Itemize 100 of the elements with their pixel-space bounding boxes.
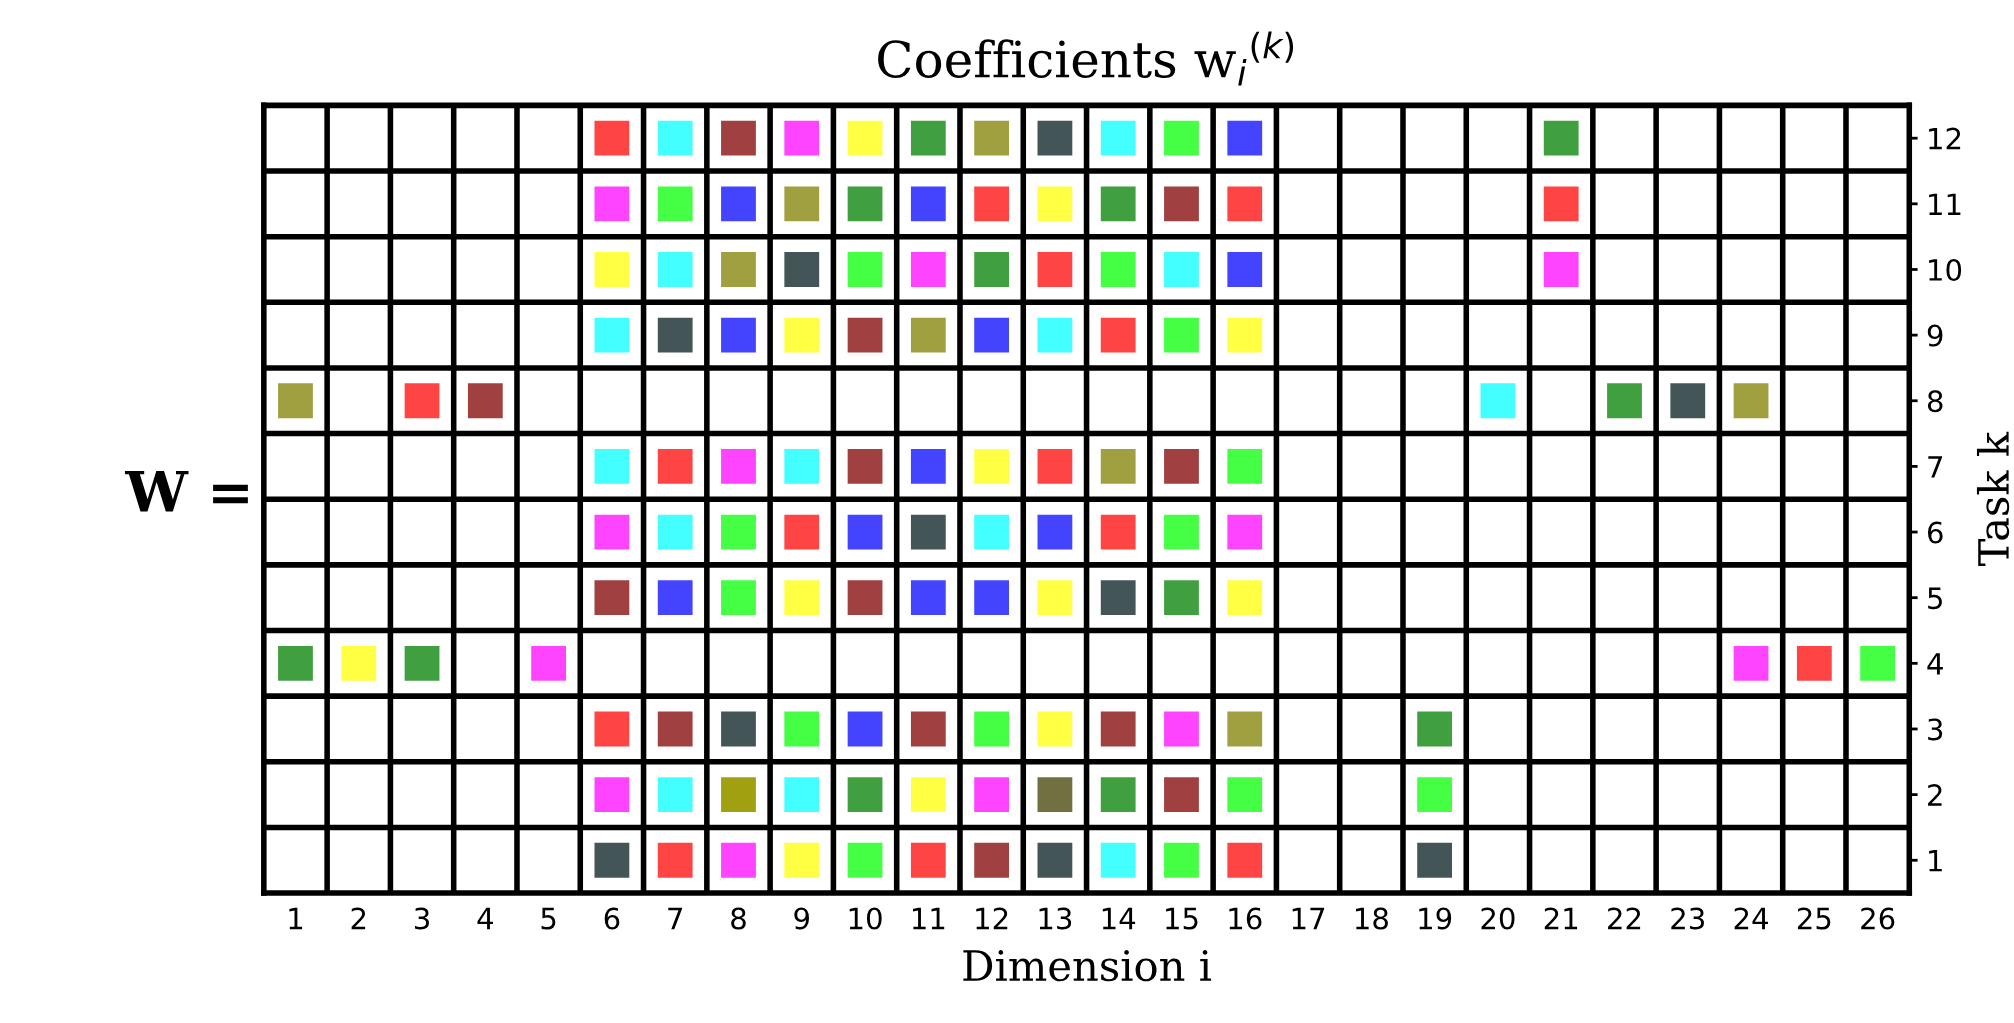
point — [1164, 186, 1199, 222]
point — [721, 449, 756, 484]
point — [974, 842, 1010, 878]
point — [1100, 580, 1136, 616]
point — [784, 580, 820, 616]
x-axis-title: Dimension i — [963, 950, 1212, 982]
point — [721, 252, 756, 287]
point — [1164, 449, 1199, 484]
point — [721, 317, 756, 353]
point — [784, 186, 820, 222]
point — [1543, 252, 1579, 287]
point — [1037, 186, 1073, 222]
x-tick-label: 1 — [289, 907, 303, 930]
point — [974, 777, 1010, 813]
point — [594, 252, 630, 287]
y-tick-label: 9 — [1927, 324, 1943, 347]
point — [1227, 317, 1263, 353]
point — [847, 711, 883, 747]
x-tick-label: 3 — [414, 907, 429, 930]
point — [847, 252, 883, 287]
point — [594, 186, 630, 222]
x-tick-label: 9 — [794, 907, 809, 930]
point — [847, 449, 883, 484]
point — [657, 120, 693, 156]
x-tick-label: 7 — [668, 907, 682, 930]
y-tick-label: 6 — [1927, 521, 1943, 544]
x-tick-label: 18 — [1355, 907, 1388, 930]
point — [910, 711, 946, 747]
point — [847, 842, 883, 878]
point — [974, 252, 1010, 287]
point — [1100, 449, 1136, 484]
point — [657, 777, 693, 813]
point — [910, 580, 946, 616]
point — [784, 514, 820, 550]
point — [784, 842, 820, 878]
y-tick-label: 5 — [1928, 587, 1942, 610]
point — [910, 317, 946, 353]
y-tick-label: 1 — [1929, 850, 1942, 872]
point — [721, 186, 756, 222]
x-tick-label: 4 — [477, 907, 493, 930]
point — [594, 120, 630, 156]
point — [847, 317, 883, 353]
point — [1164, 252, 1199, 287]
point — [847, 514, 883, 550]
point — [974, 186, 1010, 222]
x-tick-label: 11 — [912, 907, 945, 930]
point — [1037, 711, 1073, 747]
point — [1100, 186, 1136, 222]
point — [404, 645, 440, 681]
point — [1037, 449, 1073, 484]
x-tick-label: 12 — [976, 907, 1008, 930]
point — [657, 317, 693, 353]
point — [1417, 842, 1453, 878]
point — [1670, 383, 1706, 419]
point — [594, 711, 630, 747]
point — [847, 120, 883, 156]
point — [1037, 317, 1073, 353]
point — [1480, 383, 1516, 419]
point — [1227, 252, 1263, 287]
point — [1227, 514, 1263, 550]
x-tick-label: 19 — [1419, 907, 1452, 930]
point — [1543, 186, 1579, 222]
x-tick-label: 5 — [541, 907, 556, 930]
text: W = — [124, 470, 248, 512]
y-tick-label: 3 — [1928, 718, 1943, 741]
point — [657, 186, 693, 222]
point — [1037, 842, 1073, 878]
point — [1227, 842, 1263, 878]
point — [594, 580, 630, 616]
point — [657, 580, 693, 616]
point — [910, 120, 946, 156]
point — [974, 711, 1010, 747]
point — [657, 449, 693, 484]
y-tick-label: 8 — [1927, 390, 1943, 413]
point — [721, 777, 756, 813]
point — [974, 317, 1010, 353]
point — [1100, 711, 1136, 747]
x-tick-label: 23 — [1671, 907, 1704, 930]
point — [1227, 449, 1263, 484]
point — [974, 120, 1010, 156]
y-tick-label: 2 — [1928, 784, 1942, 806]
point — [657, 514, 693, 550]
point — [910, 449, 946, 484]
x-tick-label: 14 — [1102, 907, 1136, 930]
y-tick-label: 12 — [1929, 127, 1961, 150]
y-tick-label: 7 — [1928, 456, 1942, 478]
x-tick-label: 26 — [1861, 907, 1895, 930]
point — [974, 580, 1010, 616]
point — [910, 842, 946, 878]
point — [1227, 711, 1263, 747]
point — [721, 842, 756, 878]
point — [784, 252, 820, 287]
y-tick-label: 10 — [1929, 258, 1962, 281]
y-tick-label: 4 — [1927, 653, 1943, 675]
point — [531, 645, 567, 681]
x-tick-label: 22 — [1608, 907, 1641, 930]
x-tick-label: 8 — [731, 907, 746, 930]
point — [1164, 580, 1199, 616]
point — [1417, 777, 1453, 813]
point — [1164, 317, 1199, 353]
